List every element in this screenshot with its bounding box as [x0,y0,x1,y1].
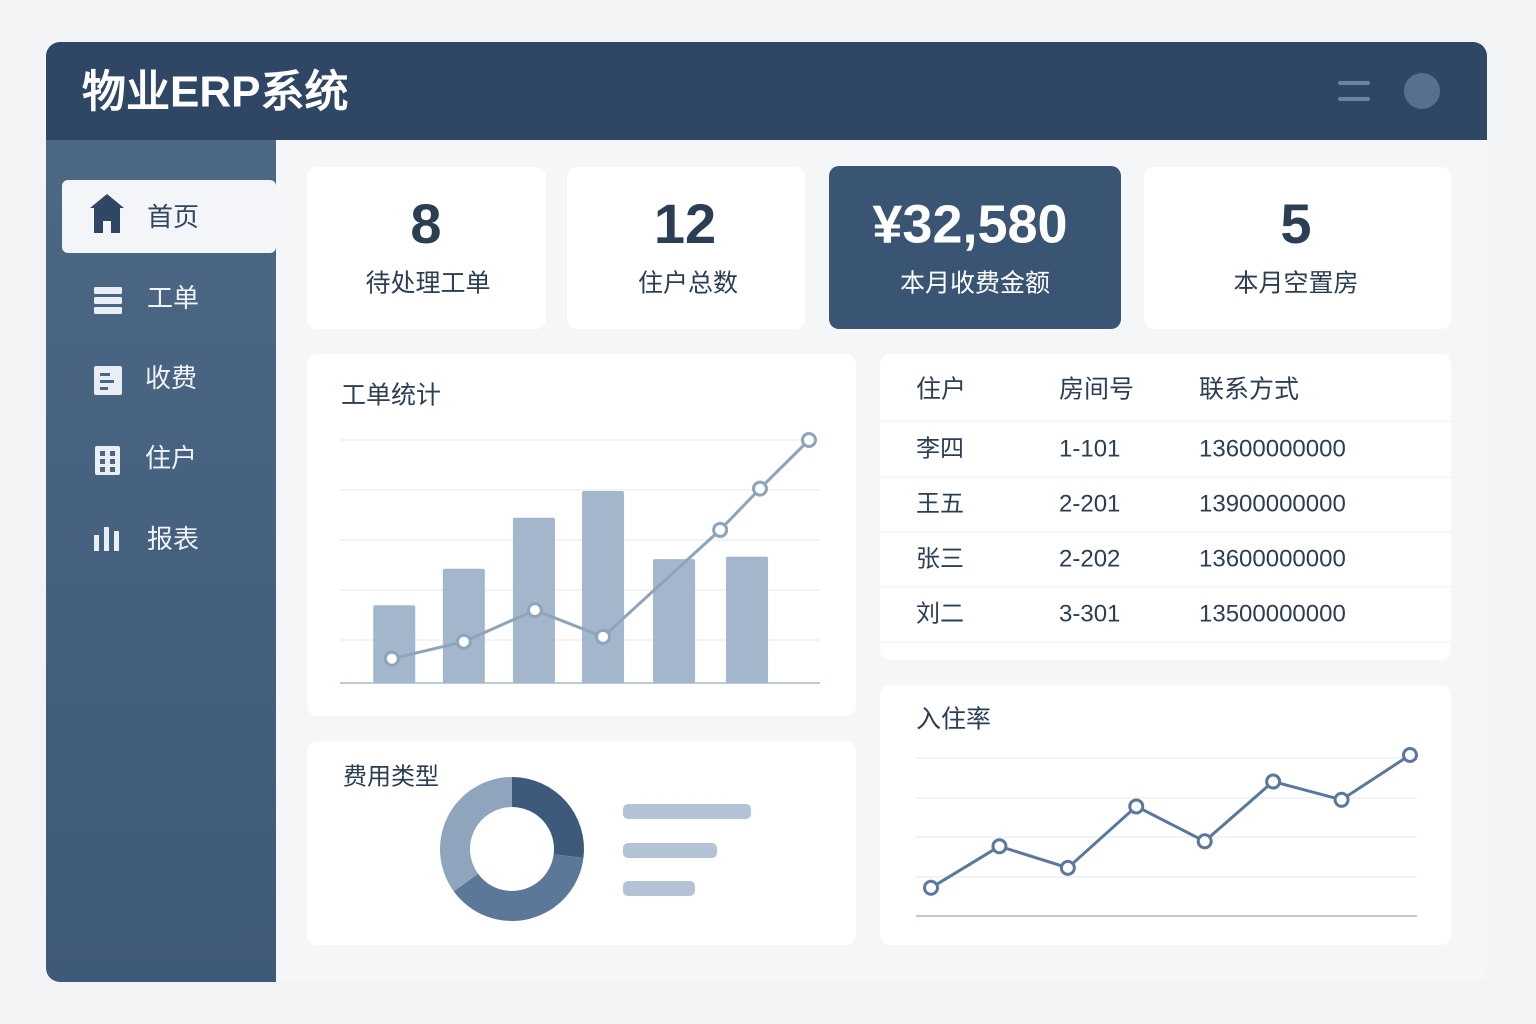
line [930,753,1411,890]
stat-card [307,167,546,329]
stat-label: 本月收费金额 [900,270,1050,298]
legend-placeholder [623,804,751,896]
line-point [712,521,729,538]
sidebar [46,140,276,982]
table-cell: 张三 [916,545,964,572]
table-cell: 2-201 [1059,490,1120,517]
avatar[interactable] [1404,73,1440,109]
donut-segment [512,777,584,859]
stat-card [567,167,805,329]
table-cell: 13500000000 [1199,600,1346,627]
line-point [1196,833,1213,850]
table-cell: 李四 [916,435,964,462]
icon-list [94,287,122,314]
nav-active-bg [62,180,276,253]
stat-label: 待处理工单 [365,270,490,298]
line-point [800,432,817,448]
stat-card [1144,167,1451,329]
stat-value: 8 [410,192,441,255]
menu-button[interactable] [1338,81,1370,101]
line-point [1059,859,1076,876]
table-cell: 1-101 [1059,435,1120,462]
table-header: 房间号 [1059,376,1134,404]
bar [442,568,485,683]
line-point [991,838,1008,855]
chart-title: 费用类型 [343,763,439,790]
line-point [1402,746,1418,763]
table-cell: 13600000000 [1199,545,1346,572]
line-point [923,879,939,896]
chart-card [880,685,1451,945]
stat-value: 5 [1280,192,1311,255]
app-title: 物业ERP系统 [82,68,348,117]
table-cell: 2-202 [1059,545,1120,572]
table-cell: 13600000000 [1199,435,1346,462]
bar [512,517,555,683]
table-cell: 刘二 [916,600,964,627]
stat-label: 本月空置房 [1233,270,1358,298]
donut-segment [453,854,584,921]
line-point [1333,791,1350,808]
chart-title: 入住率 [916,706,991,734]
table-cell: 3-301 [1059,600,1120,627]
nav-item[interactable]: 报表 [147,524,199,554]
header-bar [46,42,1487,140]
line-point [455,633,472,650]
chart-title: 工单统计 [341,382,441,410]
stat-card-highlight [829,166,1121,329]
icon-home [90,194,124,233]
icon-bill [94,366,122,395]
icon-report [94,527,119,551]
table-card [880,354,1451,660]
line-point [752,480,768,497]
stat-label: 住户总数 [638,270,738,298]
line-point [526,602,543,619]
line-point [1265,773,1282,790]
stat-value: 12 [654,192,716,255]
nav-item[interactable]: 住户 [145,443,197,473]
table-header: 住户 [916,376,966,404]
nav-item[interactable]: 工单 [147,283,199,313]
table-cell: 王五 [916,490,964,517]
icon-building [95,446,120,475]
nav-item[interactable]: 收费 [145,363,197,393]
bar [653,559,696,683]
line-point [383,650,400,667]
bar [726,556,769,683]
nav-icons [90,194,124,551]
bar [373,605,416,683]
stat-value: ¥32,580 [872,194,1067,254]
line-point [1128,798,1145,815]
donut-segment [439,777,512,892]
table-header: 联系方式 [1199,376,1299,404]
table-cell: 13900000000 [1199,490,1346,517]
bar [582,491,625,683]
line-point [595,628,612,645]
nav-item[interactable]: 首页 [147,202,199,232]
